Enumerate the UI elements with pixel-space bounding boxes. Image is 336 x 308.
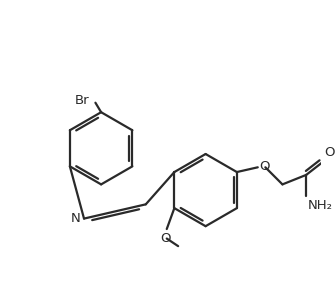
Text: NH₂: NH₂ xyxy=(308,199,333,212)
Text: O: O xyxy=(260,160,270,173)
Text: N: N xyxy=(71,212,80,225)
Text: O: O xyxy=(161,232,171,245)
Text: Br: Br xyxy=(75,95,90,107)
Text: O: O xyxy=(324,146,335,159)
